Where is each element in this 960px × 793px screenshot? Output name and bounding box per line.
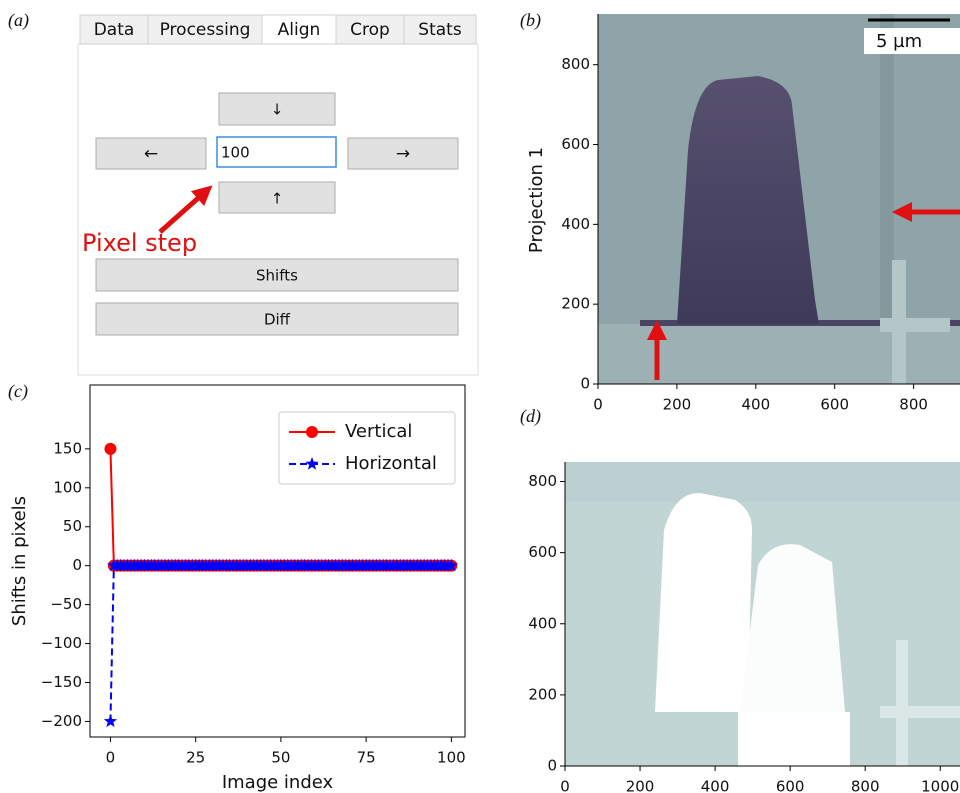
y-tick-label: 600 (561, 135, 590, 153)
y-tick-label: 0 (547, 757, 557, 775)
y-tick-label: 200 (561, 295, 590, 313)
y-axis-label: Projection 1 (526, 147, 547, 253)
tab[interactable] (79, 14, 149, 45)
x-tick-label: 600 (820, 396, 849, 414)
button-shifts[interactable] (95, 258, 459, 292)
marker (444, 558, 458, 572)
tab-label: Processing (160, 20, 251, 40)
y-tick-label: 800 (561, 55, 590, 73)
panel-label: (d) (520, 406, 541, 427)
legend-box (278, 411, 456, 485)
pixel-step-input[interactable] (216, 136, 337, 168)
projection-image (598, 14, 960, 384)
y-tick-label: 50 (63, 517, 82, 535)
x-tick-label: 200 (626, 778, 655, 793)
input-value: 100 (221, 144, 250, 162)
y-tick-label: −200 (41, 712, 82, 730)
panel-label: (a) (8, 10, 29, 31)
x-tick-label: 0 (593, 396, 603, 414)
y-tick-label: 200 (528, 685, 557, 703)
y-tick-label: 150 (53, 439, 82, 457)
annotation: Pixel step (82, 229, 197, 257)
tab[interactable] (335, 14, 405, 45)
marker (104, 442, 117, 455)
y-tick-label: 0 (580, 375, 590, 393)
y-axis-label: Shifts in pixels (9, 496, 30, 626)
x-tick-label: 600 (776, 778, 805, 793)
button-label: ← (144, 144, 158, 164)
legend-marker (305, 457, 319, 470)
panel-label: (b) (520, 10, 541, 31)
x-tick-label: 25 (186, 749, 205, 767)
align-panel: Data Processing Align Crop Stats ↓ ← 100 → ↑… (77, 14, 479, 376)
y-tick-label: 100 (53, 478, 82, 496)
x-tick-label: 75 (357, 749, 376, 767)
y-tick-label: 400 (528, 614, 557, 632)
x-tick-label: 0 (560, 778, 570, 793)
button-down[interactable] (218, 92, 336, 126)
x-tick-label: 800 (851, 778, 880, 793)
scale-bar-label: 5 µm (876, 31, 922, 52)
tab[interactable] (147, 14, 263, 45)
y-tick-label: −100 (41, 634, 82, 652)
y-tick-label: 0 (72, 556, 82, 574)
panel-label: (c) (8, 381, 28, 402)
x-tick-label: 1000 (921, 778, 959, 793)
button-label: Diff (264, 311, 291, 329)
tab-label: Stats (418, 20, 462, 40)
difference-image (565, 462, 960, 766)
x-tick-label: 400 (741, 396, 770, 414)
legend-label: Vertical (345, 421, 412, 442)
button-label: → (396, 144, 410, 164)
y-tick-label: 600 (528, 543, 557, 561)
x-tick-label: 200 (663, 396, 692, 414)
y-tick-label: −150 (41, 673, 82, 691)
button-left[interactable] (95, 137, 207, 170)
annotation-arrow (158, 185, 213, 234)
x-tick-label: 800 (899, 396, 928, 414)
legend-label: Horizontal (345, 453, 437, 474)
tab[interactable] (403, 14, 477, 45)
x-tick-label: 0 (106, 749, 116, 767)
y-tick-label: −50 (50, 595, 82, 613)
button-label: ↑ (271, 190, 284, 208)
button-label: Shifts (256, 267, 298, 285)
x-tick-label: 50 (271, 749, 290, 767)
button-up[interactable] (218, 181, 336, 214)
marker (103, 714, 118, 728)
legend-marker (306, 426, 318, 438)
tab-label: Align (278, 20, 321, 40)
y-tick-label: 400 (561, 215, 590, 233)
button-label: ↓ (271, 101, 284, 119)
y-tick-label: 800 (528, 472, 557, 490)
x-axis-label: Image index (222, 772, 334, 793)
button-right[interactable] (347, 137, 459, 170)
button-diff[interactable] (95, 302, 459, 336)
tab-label: Data (94, 20, 135, 40)
x-tick-label: 400 (701, 778, 730, 793)
x-tick-label: 100 (437, 749, 466, 767)
tab-label: Crop (350, 20, 390, 40)
